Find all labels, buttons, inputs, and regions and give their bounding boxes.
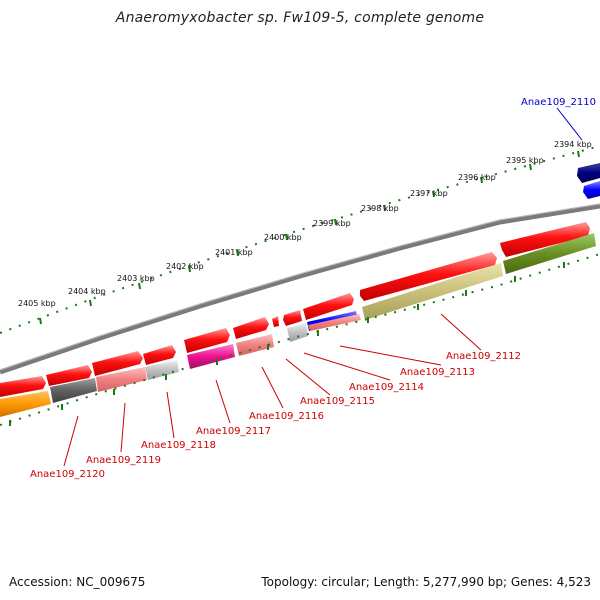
genome-stats-text: Topology: circular; Length: 5,277,990 bp… [261,575,591,589]
gene-label-anae109-2116: Anae109_2116 [249,411,324,422]
gene-arrow [143,345,176,365]
gene-arrow [92,351,143,376]
kbp-label: 2400 kbp [264,233,302,242]
gene-arrow [233,317,269,339]
gene-arrow [360,252,497,301]
kbp-labels: 2394 kbp 2395 kbp 2396 kbp 2397 kbp 2398… [18,140,592,308]
kbp-label: 2397 kbp [410,189,448,198]
gene-label-anae109-2119: Anae109_2119 [86,455,161,466]
label-leaders [63,107,583,467]
kbp-label: 2398 kbp [361,204,399,213]
kbp-label: 2396 kbp [458,173,496,182]
gene-arrow [500,222,590,257]
kbp-label: 2401 kbp [215,248,253,257]
gene-arrow [577,163,600,183]
gene-arrow [46,365,92,386]
genome-title: Anaeromyxobacter sp. Fw109-5, complete g… [115,10,485,26]
gene-label-anae109-2117: Anae109_2117 [196,426,271,437]
gene-label-anae109-2115: Anae109_2115 [300,396,375,407]
forward-genes [0,222,590,397]
gene-label-anae109-2110: Anae109_2110 [521,97,596,108]
scale-ticks-outer [39,150,580,325]
gene-arrow [184,328,230,353]
kbp-label: 2395 kbp [506,156,544,165]
scale-ticks-inner [9,262,565,426]
gene-label-anae109-2113: Anae109_2113 [400,367,475,378]
gene-arrow [0,376,46,397]
gene-label-anae109-2120: Anae109_2120 [30,469,105,480]
gene-arrow [283,310,302,326]
gene-label-anae109-2114: Anae109_2114 [349,382,424,393]
kbp-label: 2399 kbp [313,219,351,228]
kbp-label: 2404 kbp [68,287,106,296]
gene-arrow [303,293,354,320]
gene-arrow [583,181,600,199]
kbp-label: 2394 kbp [554,140,592,149]
gene-labels: Anae109_2110 Anae109_2112 Anae109_2113 A… [30,97,596,480]
accession-text: Accession: NC_009675 [9,575,146,589]
gene-arrow [272,316,279,327]
gene-label-anae109-2112: Anae109_2112 [446,351,521,362]
kbp-label: 2402 kbp [166,262,204,271]
annotation-track [0,233,596,417]
genome-backbone [0,203,600,375]
kbp-label: 2405 kbp [18,299,56,308]
gene-label-anae109-2118: Anae109_2118 [141,440,216,451]
kbp-label: 2403 kbp [117,274,155,283]
